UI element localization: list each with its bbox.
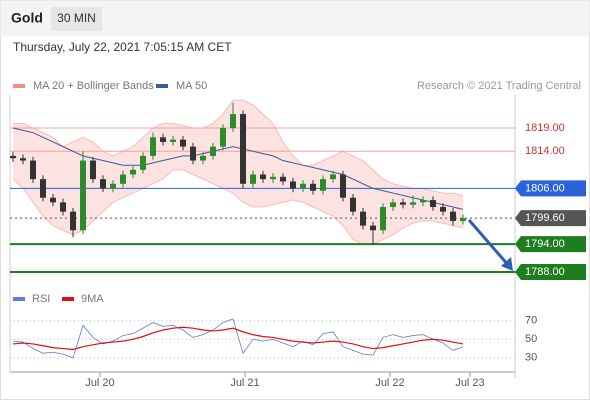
candle-body [100,179,106,189]
candle-body [300,183,306,189]
legend-label: MA 20 + Bollinger Bands [33,80,154,92]
interval[interactable]: 30 MIN [57,11,96,25]
rsi-tick-label: 70 [525,315,537,327]
candle-body [370,225,376,231]
x-tick-label: Jul 20 [85,377,114,389]
symbol: Gold [11,10,43,26]
level-label: 1814.00 [525,145,565,157]
rsi-tick-label: 30 [525,352,537,364]
candle-body [240,114,246,184]
candle-body [390,202,396,208]
level-tag [515,180,586,197]
candle-body [120,174,126,184]
candle-body [170,139,176,142]
interval-box[interactable] [51,7,102,31]
level-label: 1819.00 [525,122,565,134]
candle-body [420,200,426,203]
candle-body [180,139,186,147]
candle-body [350,197,356,212]
candle-body [220,128,226,147]
candle-body [200,155,206,161]
x-tick-label: Jul 22 [375,377,404,389]
level-label: 1794.00 [525,238,565,250]
candle-body [110,183,116,189]
candle-body [430,200,436,208]
candle-body [140,155,146,170]
candle-body [340,174,346,198]
legend-swatch [13,297,25,301]
candle-body [190,146,196,161]
candle-body [260,174,266,180]
candle-body [250,174,256,184]
candle-body [290,181,296,189]
candle-body [410,202,416,205]
level-tag [515,210,586,227]
candle-body [210,146,216,156]
candle-body [90,160,96,180]
candle-body [330,174,336,180]
forecast-arrow [467,219,511,267]
candle-body [400,202,406,205]
candle-body [60,202,66,212]
level-label: 1806.00 [525,182,565,194]
candle-body [450,211,456,221]
legend-label: MA 50 [176,80,207,92]
candle-body [20,158,26,161]
x-tick-label: Jul 21 [230,377,259,389]
rsi-line [12,318,464,359]
credit: Research © 2021 Trading Central [417,80,581,92]
candle-body [30,160,36,180]
candle-body [160,137,166,142]
candle-body [280,176,286,182]
candle-body [320,179,326,191]
ma50-line [12,127,464,210]
candle-body [80,160,86,231]
candle-body [70,211,76,231]
level-tag [515,236,586,253]
candle-body [130,169,136,175]
bollinger-lower [12,169,464,245]
level-tag [515,264,586,281]
candle-body [10,155,16,159]
x-tick-label: Jul 23 [455,377,484,389]
bollinger-upper [13,99,464,196]
legend-swatch [62,297,74,301]
legend-swatch [13,84,25,88]
legend-label: RSI [32,293,50,305]
legend-label: 9MA [81,293,104,305]
candle-body [270,176,276,180]
legend-swatch [156,84,168,88]
level-label: 1799.60 [525,212,565,224]
level-label: 1788.00 [525,266,565,278]
candle-body [360,211,366,226]
candle-body [440,207,446,212]
candle-body [40,179,46,198]
candle-body [310,183,316,191]
rsi-tick-label: 50 [525,333,537,345]
candle-body [50,197,56,203]
candle-body [380,207,386,231]
candle-body [460,218,466,221]
candle-body [230,114,236,129]
datetime: Thursday, July 22, 2021 7:05:15 AM CET [13,40,232,54]
candle-body [150,137,156,156]
rsi-line [12,326,464,351]
arrow-head [501,257,513,271]
